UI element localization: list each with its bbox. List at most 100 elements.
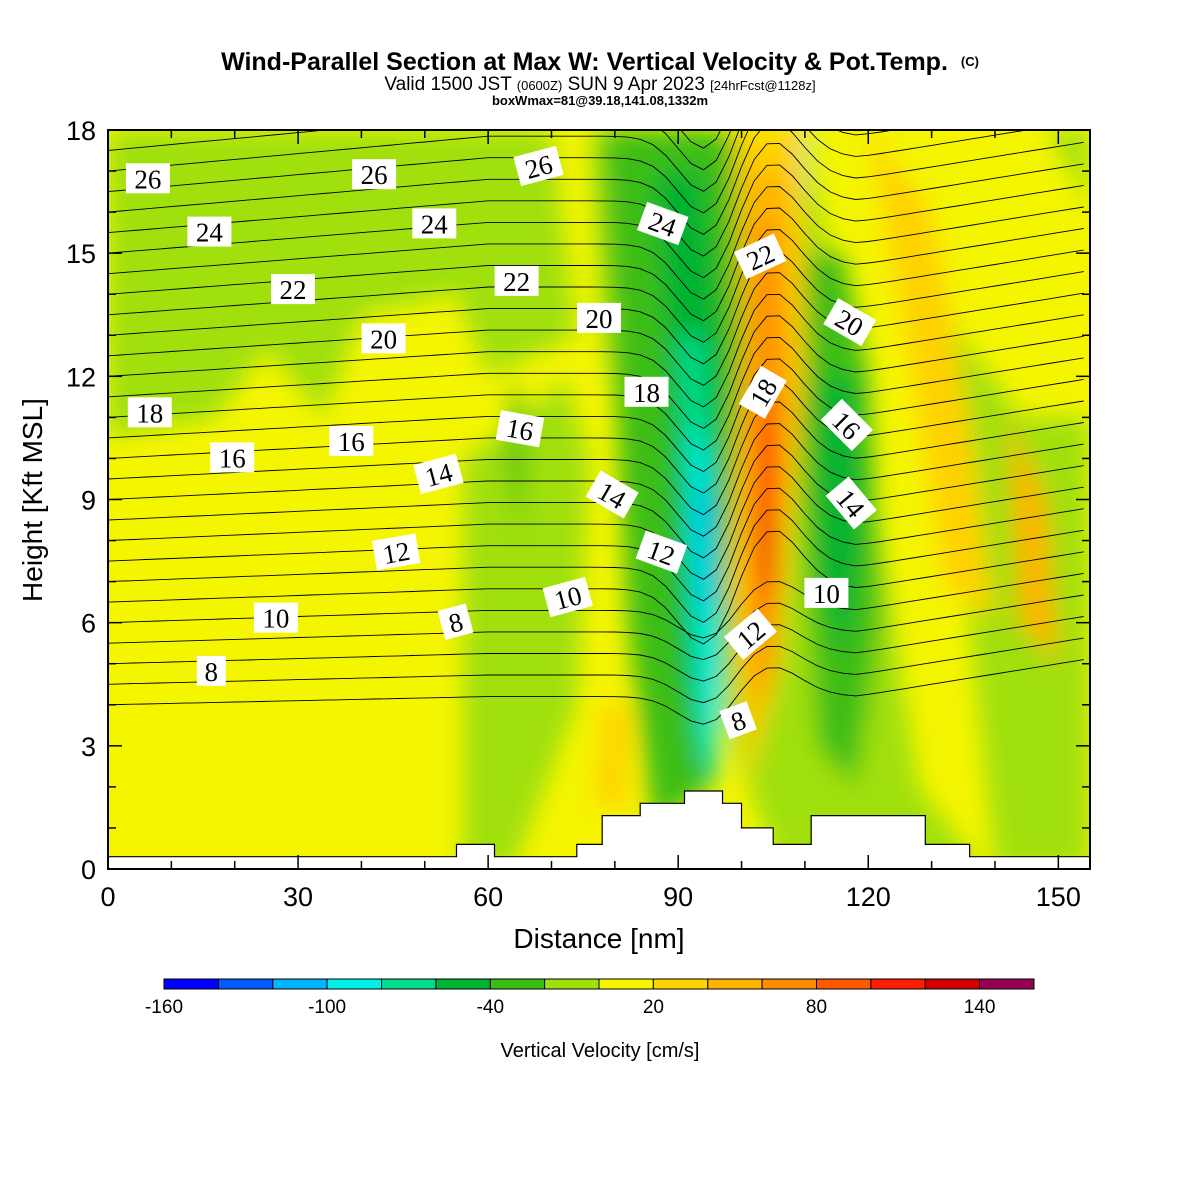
colorbar-segment (924, 978, 981, 990)
theta-label-bg (271, 274, 315, 305)
velocity-region (1007, 417, 1059, 664)
theta-label-bg (371, 533, 421, 571)
theta-label-bg (412, 208, 457, 239)
theta-contour-line (108, 401, 1084, 516)
chart-subtitle: Valid 1500 JST (0600Z) SUN 9 Apr 2023 [2… (384, 74, 815, 95)
axis-ticks (107, 129, 1090, 870)
theta-contour-line (108, 466, 1084, 580)
theta-contour-line (108, 358, 1084, 473)
y-tick-label: 0 (81, 855, 96, 885)
theta-contour-line (108, 336, 1084, 451)
theta-label: 10 (253, 602, 298, 634)
colorbar-segment (870, 978, 926, 990)
velocity-region (868, 130, 995, 623)
theta-label: 12 (635, 530, 688, 574)
theta-label-bg (196, 655, 226, 686)
theta-label: 26 (513, 145, 564, 187)
theta-contour-line (108, 130, 732, 171)
theta-label-bg (820, 398, 873, 452)
colorbar-segment (489, 978, 546, 990)
theta-contour-line (108, 315, 1084, 429)
y-tick-label: 18 (66, 116, 96, 146)
theta-label: 20 (361, 323, 406, 354)
theta-label-bg (624, 376, 669, 407)
theta-label-bg (636, 201, 689, 246)
colorbar-tick-label: -40 (477, 997, 504, 1018)
theta-label-bg (577, 302, 621, 333)
colorbar-segment (381, 978, 437, 990)
theta-label-bg (437, 603, 474, 640)
theta-label: 16 (495, 410, 545, 448)
theta-label: 26 (352, 159, 397, 190)
velocity-region (108, 130, 577, 438)
x-tick-label: 60 (473, 882, 503, 912)
theta-label: 24 (636, 201, 689, 246)
theta-label-text: 8 (205, 657, 219, 687)
theta-label-text: 16 (504, 413, 536, 447)
theta-label-text: 18 (633, 378, 660, 408)
terrain-profile (108, 790, 1090, 869)
theta-label-bg (210, 442, 255, 473)
theta-contour-line (108, 293, 1084, 408)
theta-label-bg (127, 397, 172, 428)
colorbar-segment (707, 978, 763, 990)
theta-label-text: 26 (134, 164, 161, 194)
theta-contour-line (108, 659, 1084, 725)
velocity-region (1045, 130, 1090, 213)
theta-label-bg (542, 576, 593, 618)
theta-label-text: 18 (136, 398, 163, 428)
theta-contour-line (108, 164, 1084, 279)
colorbar-segment (761, 978, 817, 990)
theta-label: 24 (187, 216, 232, 248)
colorbar-tick-labels: -160 -100 -40 20 80 140 (145, 997, 995, 1018)
theta-label-bg (494, 265, 539, 296)
theta-contour-line (108, 594, 1084, 660)
colorbar-tick-label: -160 (145, 997, 183, 1018)
theta-contour-line (108, 142, 1084, 257)
velocity-region (462, 376, 590, 869)
x-tick-label: 150 (1036, 882, 1081, 912)
theta-label-text: 10 (813, 579, 840, 609)
theta-contour-line (108, 130, 1030, 214)
y-axis-title: Height [Kft MSL] (17, 398, 48, 602)
x-tick-label: 0 (100, 882, 115, 912)
theta-contour-line (108, 380, 1084, 494)
theta-label: 8 (196, 655, 226, 687)
colorbar-segment (217, 978, 274, 990)
theta-label-bg (352, 159, 397, 190)
theta-label: 18 (127, 397, 172, 428)
theta-contour-line (108, 487, 1084, 602)
theta-label-bg (823, 298, 877, 347)
y-tick-label: 12 (66, 362, 96, 392)
theta-label: 24 (412, 208, 457, 239)
colorbar-segment (816, 978, 872, 990)
theta-label-bg (361, 323, 406, 354)
theta-contour-line (108, 207, 1084, 322)
theta-label-bg (253, 602, 298, 633)
x-tick-label: 90 (663, 882, 693, 912)
velocity-region (763, 499, 771, 582)
theta-label-bg (495, 410, 545, 448)
theta-label-text: 10 (262, 604, 289, 634)
theta-label-text: 22 (280, 275, 307, 305)
theta-label-bg (723, 608, 777, 660)
theta-label: 18 (624, 376, 669, 408)
colorbar-segment (598, 978, 654, 990)
velocity-region (697, 479, 713, 623)
theta-label-text: 20 (370, 324, 397, 354)
x-axis-title: Distance [nm] (513, 923, 684, 954)
chart-title: Wind-Parallel Section at Max W: Vertical… (221, 48, 979, 76)
colorbar-segment (163, 978, 219, 990)
theta-label-text: 24 (196, 218, 224, 248)
theta-label: 8 (719, 701, 757, 740)
velocity-field-blobs (108, 130, 1090, 869)
theta-label: 12 (371, 533, 421, 571)
colorbar-tick-label: 20 (643, 997, 664, 1018)
y-tick-label: 9 (81, 486, 96, 516)
box-wmax-label: boxWmax=81@39.18,141.08,1332m (492, 93, 708, 108)
theta-contour-line (108, 637, 1084, 704)
theta-contour-line (108, 229, 1084, 343)
theta-label-bg (804, 577, 849, 608)
theta-label-bg (187, 216, 232, 247)
theta-label-bg (719, 701, 757, 740)
